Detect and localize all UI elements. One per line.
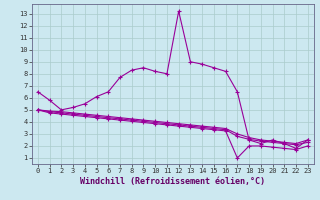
- X-axis label: Windchill (Refroidissement éolien,°C): Windchill (Refroidissement éolien,°C): [80, 177, 265, 186]
